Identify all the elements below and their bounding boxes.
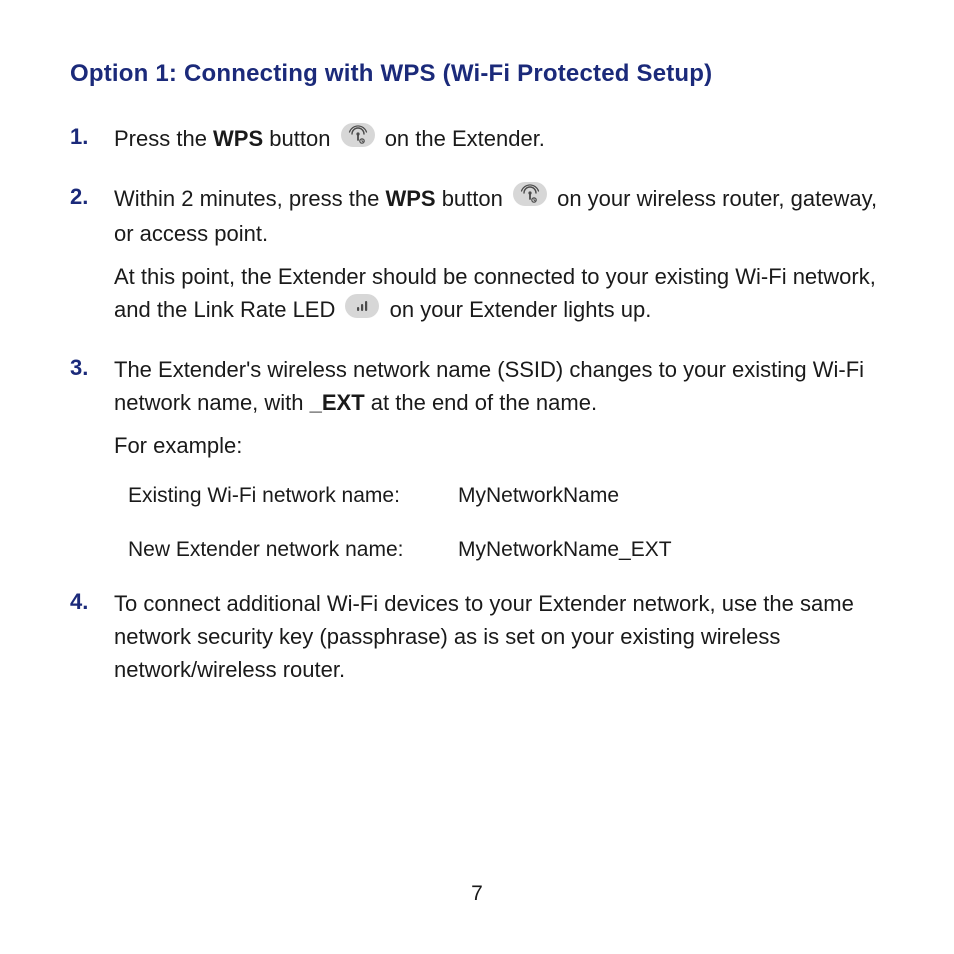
example-existing-label: Existing Wi-Fi network name: (128, 480, 458, 512)
step3-p1-post: at the end of the name. (365, 390, 597, 415)
step-2: Within 2 minutes, press the WPS button (70, 182, 884, 339)
link-rate-icon (345, 294, 379, 327)
example-existing-value: MyNetworkName (458, 480, 884, 512)
section-heading: Option 1: Connecting with WPS (Wi-Fi Pro… (70, 60, 884, 88)
example-table: Existing Wi-Fi network name: MyNetworkNa… (128, 480, 884, 565)
step3-p2-for-example: For example: (114, 429, 884, 462)
example-new-value: MyNetworkName_EXT (458, 534, 884, 566)
wps-icon (513, 182, 547, 215)
step-1: Press the WPS button on the Extende (70, 122, 884, 168)
step3-p1-bold-ext: _EXT (310, 390, 365, 415)
step1-text-pre: Press the (114, 126, 213, 151)
page-number: 7 (0, 882, 954, 906)
step2-p1-bold-wps: WPS (385, 186, 435, 211)
step2-p2-post: on your Extender lights up. (390, 297, 652, 322)
example-new-label: New Extender network name: (128, 534, 458, 566)
step2-p1-mid: button (436, 186, 509, 211)
step2-p1-pre: Within 2 minutes, press the (114, 186, 385, 211)
example-row-existing: Existing Wi-Fi network name: MyNetworkNa… (128, 480, 884, 512)
step4-text: To connect additional Wi-Fi devices to y… (114, 587, 884, 686)
step1-bold-wps: WPS (213, 126, 263, 151)
step-3: The Extender's wireless network name (SS… (70, 353, 884, 573)
example-row-new: New Extender network name: MyNetworkName… (128, 534, 884, 566)
step1-text-mid: button (263, 126, 336, 151)
step-4: To connect additional Wi-Fi devices to y… (70, 587, 884, 696)
wps-icon (341, 123, 375, 156)
step1-text-post: on the Extender. (385, 126, 545, 151)
